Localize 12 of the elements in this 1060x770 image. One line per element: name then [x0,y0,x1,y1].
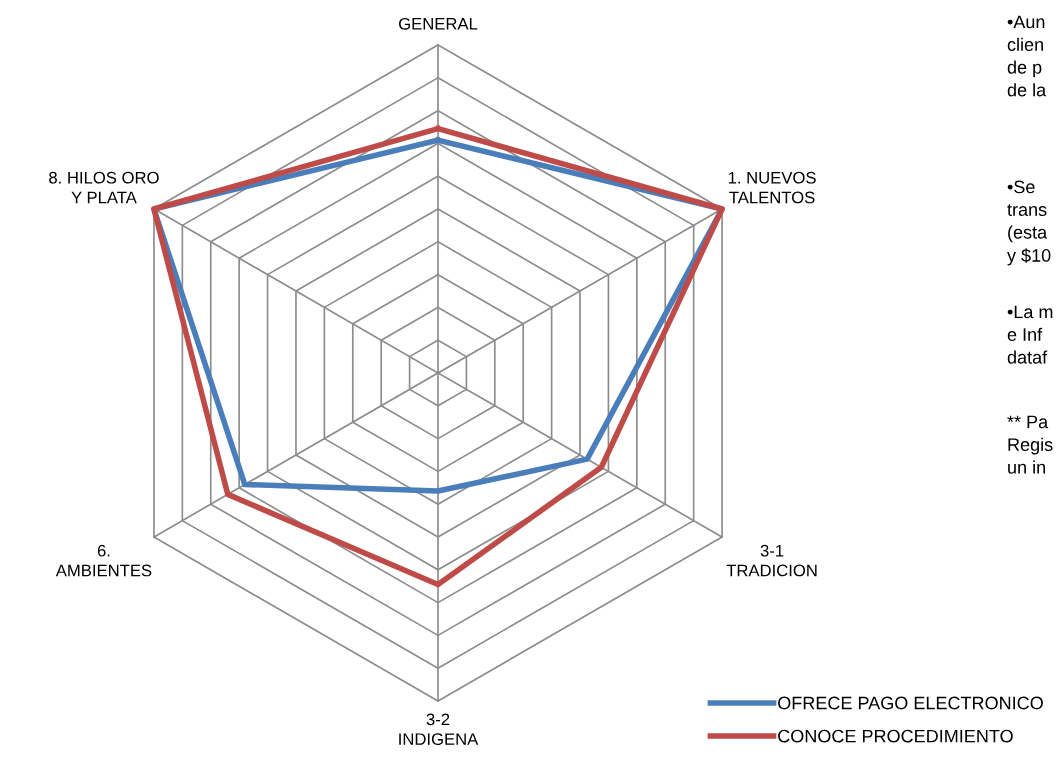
legend-label: CONOCE PROCEDIMIENTO [778,729,1013,743]
text: •Aun clien de p de la [1007,15,1047,97]
spoke-label: 8. HILOS ORO Y PLATA [49,171,159,204]
text: •La m e Inf dataf [1007,305,1053,364]
spoke-label: GENERAL [399,17,478,30]
spoke-label: 6. AMBIENTES [55,544,152,577]
spoke-label: 3-1 TRADICION [726,544,817,577]
text: •Se trans (esta y $10 [1007,180,1051,266]
spoke-label: 1. NUEVOS TALENTOS [728,171,816,204]
legend-label: OFRECE PAGO ELECTRONICO [778,696,1043,710]
text: ** Pa Regis un in [1007,415,1053,474]
spoke-label: 3-2 INDIGENA [399,713,479,746]
